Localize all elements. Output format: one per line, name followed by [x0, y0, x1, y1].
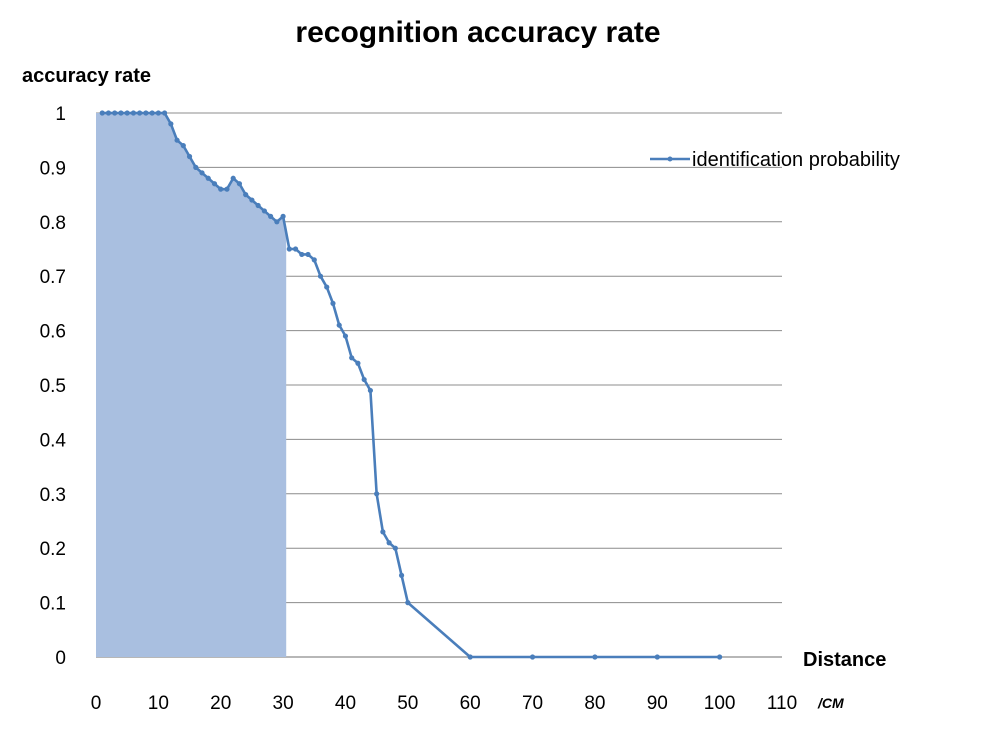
data-point	[174, 137, 180, 143]
data-point	[380, 529, 386, 535]
y-axis-title: accuracy rate	[22, 65, 151, 87]
x-tick-label: 90	[647, 693, 668, 714]
data-point	[218, 186, 224, 192]
data-point	[374, 491, 380, 497]
shaded-region	[96, 113, 287, 657]
y-tick-label: 0.8	[40, 213, 66, 234]
data-point	[286, 246, 292, 252]
y-tick-label: 0.7	[40, 267, 66, 288]
x-tick-label: 80	[584, 693, 605, 714]
x-tick-label: 20	[210, 693, 231, 714]
data-point	[398, 572, 405, 579]
data-point	[305, 251, 311, 258]
data-point	[405, 600, 411, 606]
x-tick-label: 50	[397, 693, 418, 714]
data-point	[130, 110, 137, 116]
x-tick-label: 100	[704, 693, 736, 714]
data-point	[99, 110, 105, 116]
data-point	[274, 219, 280, 225]
data-point	[392, 545, 398, 551]
data-point	[299, 251, 305, 258]
data-point	[118, 110, 124, 116]
legend-label: identification probability	[692, 149, 900, 171]
y-tick-label: 0.4	[40, 430, 67, 451]
data-point	[255, 202, 261, 209]
data-point	[149, 110, 155, 116]
y-tick-label: 0.9	[40, 158, 66, 179]
y-tick-label: 0.3	[40, 485, 66, 506]
data-point	[280, 213, 286, 219]
y-tick-label: 1	[55, 104, 66, 125]
x-tick-label: 110	[767, 693, 797, 714]
data-point	[654, 654, 660, 660]
data-point	[292, 246, 299, 252]
data-point	[243, 192, 249, 198]
legend: identification probability	[650, 149, 900, 171]
y-tick-label: 0.1	[40, 594, 66, 615]
x-tick-label: 40	[335, 693, 356, 714]
data-point	[162, 110, 168, 116]
tick-labels: 00.10.20.30.40.50.60.70.80.910 10 20 30 40 50…	[40, 104, 798, 714]
x-tick-label: 0	[91, 693, 102, 714]
x-axis-unit: /CM	[817, 695, 844, 711]
data-point	[168, 121, 174, 127]
data-point	[311, 257, 317, 263]
data-point	[193, 164, 199, 170]
data-point	[324, 284, 330, 290]
data-point	[211, 181, 218, 187]
data-point	[367, 387, 373, 394]
data-point	[342, 333, 349, 339]
data-point	[186, 153, 193, 160]
data-point	[261, 208, 267, 214]
data-point	[268, 213, 274, 219]
data-point	[180, 143, 186, 149]
data-point	[112, 110, 118, 116]
data-point	[199, 170, 205, 176]
data-point	[230, 175, 236, 181]
data-point	[236, 181, 243, 187]
x-tick-label: 70	[522, 693, 543, 714]
x-axis-title: Distance	[803, 649, 886, 671]
y-tick-label: 0.2	[40, 539, 66, 560]
y-tick-label: 0.6	[40, 322, 66, 343]
data-point	[205, 175, 211, 181]
data-point	[143, 110, 149, 116]
data-point	[224, 186, 230, 192]
data-point	[330, 300, 336, 306]
x-tick-label: 30	[273, 693, 294, 714]
x-tick-label: 10	[148, 693, 169, 714]
data-point	[361, 376, 367, 383]
data-point	[124, 110, 130, 116]
data-point	[355, 360, 361, 366]
data-point	[155, 110, 161, 116]
series-layer	[99, 110, 723, 660]
data-point	[317, 273, 324, 279]
data-point	[349, 355, 355, 361]
data-point	[249, 197, 255, 203]
data-point	[105, 110, 112, 116]
y-tick-label: 0	[55, 648, 66, 669]
data-point	[467, 654, 473, 660]
data-point	[529, 654, 536, 660]
data-point	[386, 540, 392, 546]
chart-title: recognition accuracy rate	[295, 16, 660, 49]
data-point	[717, 654, 723, 660]
legend-marker-icon	[667, 156, 673, 162]
data-point	[592, 654, 598, 660]
data-point	[336, 322, 342, 328]
x-tick-label: 60	[460, 693, 481, 714]
shaded-region-layer	[96, 113, 287, 657]
y-tick-label: 0.5	[40, 376, 66, 397]
data-point	[137, 110, 143, 116]
